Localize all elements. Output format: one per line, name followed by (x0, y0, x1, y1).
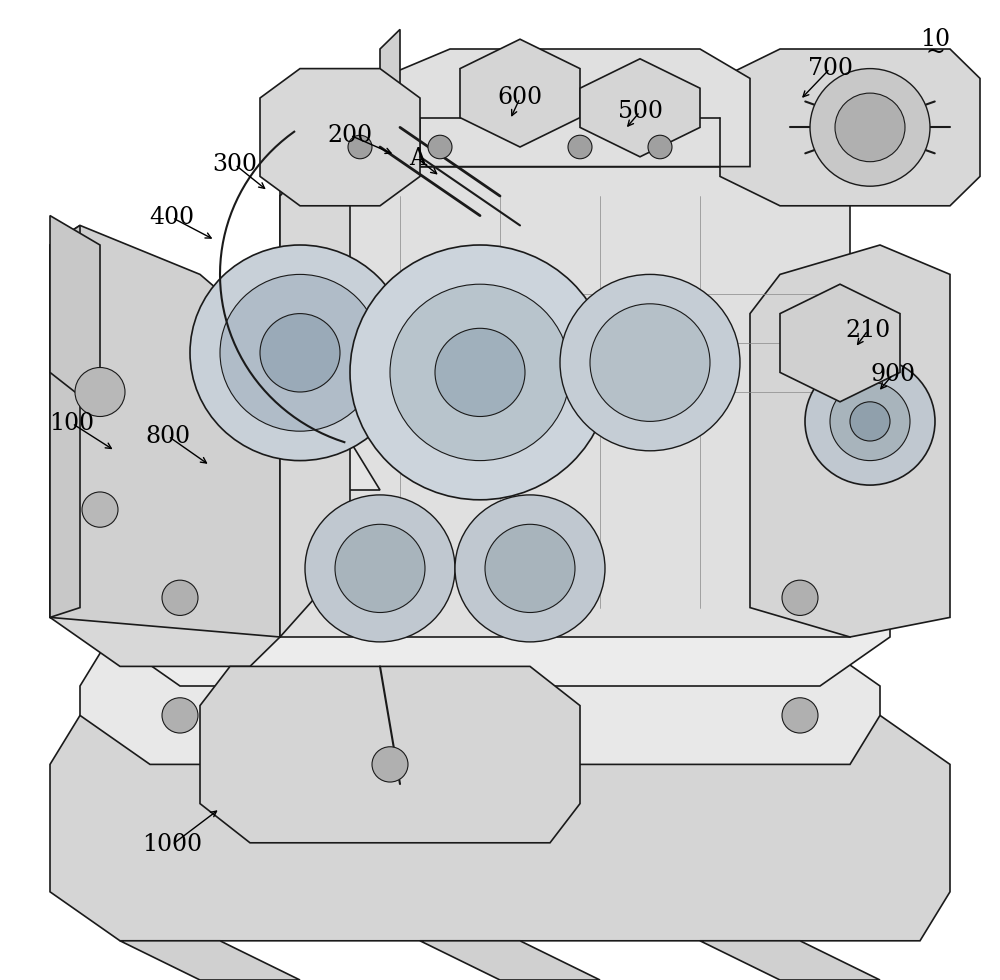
Circle shape (435, 328, 525, 416)
Circle shape (372, 747, 408, 782)
Text: 100: 100 (49, 412, 95, 435)
Polygon shape (80, 637, 880, 764)
Polygon shape (580, 59, 700, 157)
Polygon shape (380, 29, 400, 167)
Text: 10: 10 (920, 27, 950, 51)
Circle shape (75, 368, 125, 416)
Circle shape (82, 492, 118, 527)
Circle shape (162, 580, 198, 615)
Text: A: A (410, 147, 426, 171)
Polygon shape (380, 49, 750, 167)
Polygon shape (280, 167, 850, 637)
Circle shape (305, 495, 455, 642)
Circle shape (805, 358, 935, 485)
Polygon shape (50, 225, 280, 637)
Polygon shape (780, 284, 900, 402)
Text: 700: 700 (808, 57, 852, 80)
Circle shape (260, 314, 340, 392)
Polygon shape (700, 941, 880, 980)
Polygon shape (50, 715, 950, 941)
Circle shape (220, 274, 380, 431)
Text: 1000: 1000 (142, 833, 202, 857)
Circle shape (568, 135, 592, 159)
Text: ~: ~ (925, 40, 945, 64)
Text: 400: 400 (149, 206, 195, 229)
Text: 800: 800 (145, 424, 191, 448)
Circle shape (190, 245, 410, 461)
Circle shape (830, 382, 910, 461)
Circle shape (348, 135, 372, 159)
Circle shape (648, 135, 672, 159)
Circle shape (835, 93, 905, 162)
Text: 500: 500 (618, 100, 662, 123)
Circle shape (335, 524, 425, 612)
Polygon shape (260, 69, 420, 206)
Polygon shape (180, 392, 380, 490)
Circle shape (350, 245, 610, 500)
Circle shape (782, 698, 818, 733)
Polygon shape (50, 225, 80, 617)
Polygon shape (280, 118, 850, 196)
Circle shape (455, 495, 605, 642)
Polygon shape (200, 666, 580, 843)
Polygon shape (50, 568, 890, 686)
Circle shape (590, 304, 710, 421)
Circle shape (390, 284, 570, 461)
Text: 210: 210 (845, 318, 891, 342)
Polygon shape (460, 39, 580, 147)
Circle shape (560, 274, 740, 451)
Circle shape (850, 402, 890, 441)
Polygon shape (280, 118, 350, 637)
Circle shape (485, 524, 575, 612)
Circle shape (810, 69, 930, 186)
Text: 300: 300 (212, 153, 258, 176)
Text: 200: 200 (327, 123, 373, 147)
Polygon shape (750, 245, 950, 637)
Polygon shape (420, 941, 600, 980)
Circle shape (782, 580, 818, 615)
Text: 900: 900 (870, 363, 916, 386)
Polygon shape (50, 412, 280, 666)
Circle shape (162, 698, 198, 733)
Polygon shape (120, 941, 300, 980)
Polygon shape (50, 216, 100, 412)
Polygon shape (720, 49, 980, 206)
Circle shape (428, 135, 452, 159)
Text: 600: 600 (497, 86, 543, 110)
